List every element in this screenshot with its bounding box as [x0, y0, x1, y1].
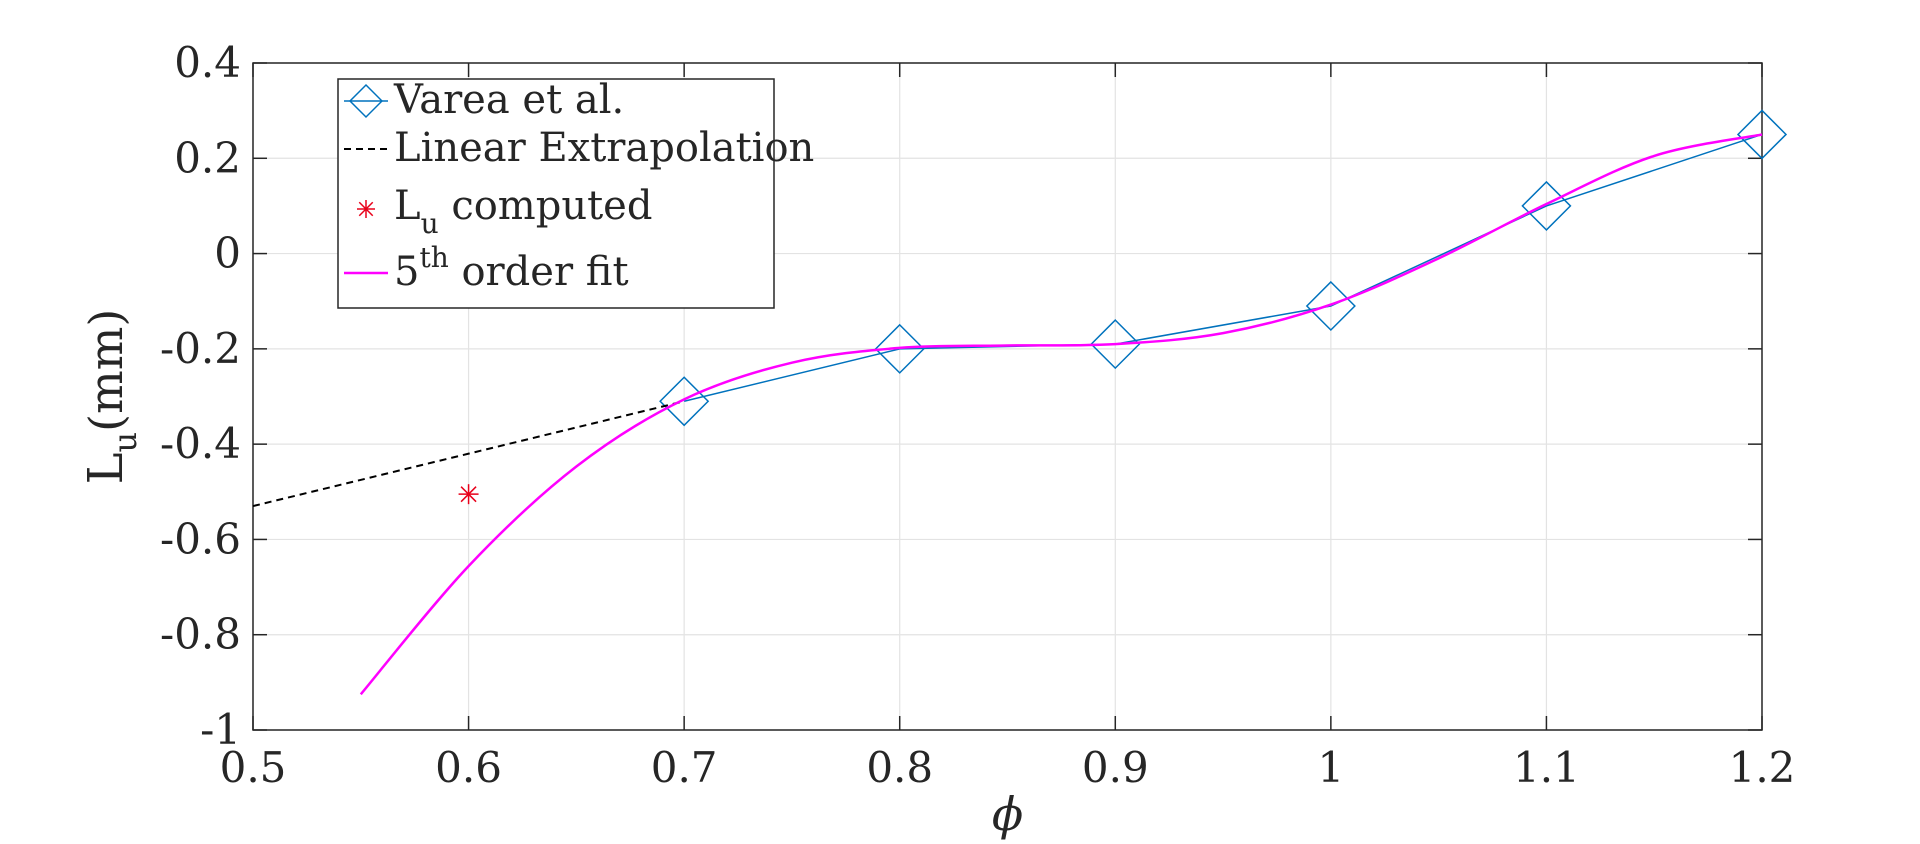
axis-ticks: 0.5 0.6 0.7 0.8 0.9 1 1.1 1.2 -1 -0.8 -0.6 -0.4 -0.2…: [160, 38, 1795, 792]
y-tick-label: -0.2: [160, 324, 241, 373]
series-1: [252, 400, 685, 508]
y-axis-label-main: L: [78, 452, 134, 484]
series-layer: [252, 109, 1788, 696]
y-axis-label-unit: (mm): [79, 309, 133, 432]
fit-curve: [359, 133, 1763, 696]
series-line: [683, 133, 1763, 402]
legend-label: Varea et al.: [393, 77, 624, 123]
x-tick-label: 0.9: [1082, 743, 1149, 792]
x-tick-label: 0.5: [220, 743, 287, 792]
legend-swatch-asterisk: [357, 200, 375, 218]
y-tick-label: -0.8: [160, 610, 241, 659]
grid: [252, 62, 1763, 731]
y-axis-label-sub: u: [106, 432, 144, 453]
data-point-diamond: [1090, 319, 1141, 370]
plot-frame: [252, 62, 1763, 731]
x-tick-label: 1.1: [1513, 743, 1580, 792]
y-tick-label: 0.2: [174, 133, 241, 182]
data-point-diamond: [1521, 180, 1572, 231]
data-point-diamond: [874, 323, 925, 374]
x-tick-label: 1: [1317, 743, 1344, 792]
series-0: [659, 109, 1788, 427]
y-tick-label: 0: [214, 229, 241, 278]
legend-label: Lu computed: [394, 183, 652, 240]
legend-swatch-diamond: [348, 83, 384, 119]
x-tick-label: 0.7: [651, 743, 718, 792]
y-axis-label: Lu(mm): [78, 309, 144, 485]
y-tick-label: 0.4: [174, 38, 241, 87]
data-point-diamond: [1736, 109, 1788, 160]
x-axis-label: ϕ: [992, 787, 1023, 841]
legend-box: [337, 78, 775, 309]
x-tick-label: 0.8: [866, 743, 933, 792]
legend-item: Linear Extrapolation: [344, 125, 814, 171]
x-tick-label: 0.6: [435, 743, 502, 792]
y-tick-label: -0.4: [160, 419, 241, 468]
svg-text:Lu(mm): Lu(mm): [78, 309, 144, 485]
extrapolation-line: [252, 400, 685, 508]
series-3: [359, 133, 1763, 696]
y-tick-label: -1: [200, 705, 241, 754]
data-point-asterisk: [458, 484, 479, 505]
legend-item: Varea et al.: [344, 77, 624, 123]
legend-item: Lu computed: [357, 183, 652, 240]
legend: Varea et al.Linear Extrapolation Lu compu…: [337, 77, 814, 309]
legend-item: 5th order fit: [344, 241, 629, 295]
x-tick-label: 1.2: [1729, 743, 1796, 792]
series-2: [458, 484, 479, 505]
legend-label: Linear Extrapolation: [394, 125, 814, 171]
legend-label: 5th order fit: [394, 241, 629, 295]
y-tick-label: -0.6: [160, 514, 241, 563]
